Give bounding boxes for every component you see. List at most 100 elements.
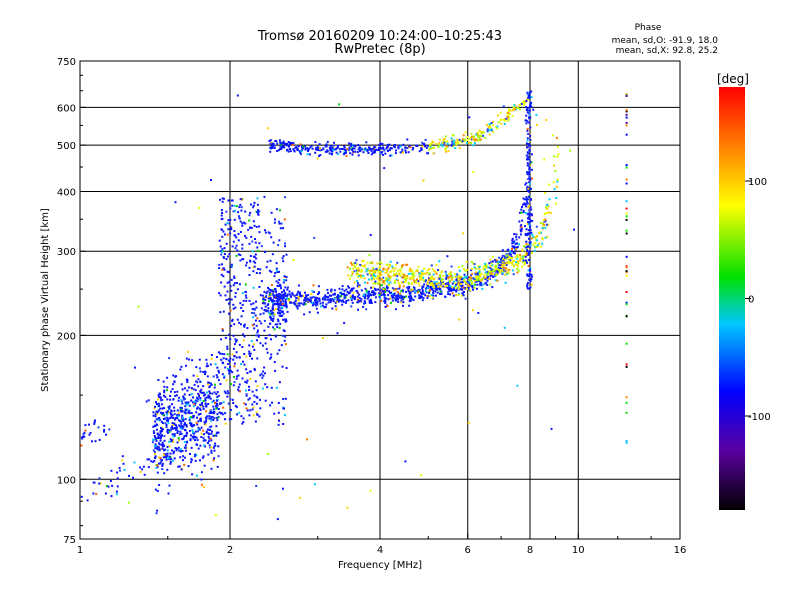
data-point xyxy=(462,286,465,289)
data-point xyxy=(383,268,386,271)
data-point xyxy=(154,447,157,450)
data-point xyxy=(209,392,211,395)
data-point xyxy=(526,91,529,94)
data-point xyxy=(160,403,163,406)
data-point xyxy=(274,140,277,142)
data-point xyxy=(365,308,368,311)
data-point xyxy=(337,297,340,300)
data-point xyxy=(365,141,368,144)
data-point xyxy=(305,296,308,298)
data-point xyxy=(625,266,628,269)
data-point xyxy=(156,489,159,492)
data-point xyxy=(181,402,184,405)
data-point xyxy=(176,432,179,434)
data-point xyxy=(251,357,253,360)
data-point xyxy=(196,430,199,433)
data-point xyxy=(165,413,168,416)
data-point xyxy=(274,297,277,299)
data-point xyxy=(189,422,191,425)
data-point xyxy=(219,383,222,385)
data-point xyxy=(171,459,174,462)
data-point xyxy=(156,464,159,467)
data-point xyxy=(237,253,240,256)
data-point xyxy=(470,276,473,279)
data-point xyxy=(202,429,205,432)
data-point xyxy=(352,150,355,153)
data-point xyxy=(516,271,519,274)
data-point xyxy=(276,150,279,152)
data-point xyxy=(343,294,346,297)
data-point xyxy=(147,399,150,402)
data-point xyxy=(276,323,279,326)
data-point xyxy=(510,255,513,258)
data-point xyxy=(160,460,163,463)
data-point xyxy=(516,264,519,267)
data-point xyxy=(407,151,410,154)
data-point xyxy=(346,266,349,269)
data-point xyxy=(279,148,281,151)
data-point xyxy=(180,383,183,386)
data-point xyxy=(363,294,366,297)
data-point xyxy=(188,412,191,415)
data-point xyxy=(428,268,431,271)
data-point xyxy=(283,279,286,281)
data-point xyxy=(399,274,402,277)
data-point xyxy=(302,145,305,148)
data-point xyxy=(530,237,533,240)
data-point xyxy=(507,116,510,119)
data-point xyxy=(162,453,165,456)
data-point xyxy=(286,143,289,145)
data-point xyxy=(211,411,214,414)
data-point xyxy=(428,292,430,294)
data-point xyxy=(179,456,182,459)
data-point xyxy=(234,209,237,212)
data-point xyxy=(278,239,281,242)
data-point xyxy=(229,285,232,288)
data-point xyxy=(445,135,447,138)
data-point xyxy=(207,453,210,456)
data-point xyxy=(383,294,386,297)
data-point xyxy=(507,118,510,121)
data-point xyxy=(173,391,176,394)
data-point xyxy=(186,408,189,411)
data-point xyxy=(451,140,454,143)
data-point xyxy=(211,401,214,404)
data-point xyxy=(511,259,514,262)
data-point xyxy=(467,286,470,289)
data-point xyxy=(157,402,160,405)
data-point xyxy=(186,350,189,353)
data-point xyxy=(435,281,438,283)
data-point xyxy=(506,115,509,117)
data-point xyxy=(192,437,195,440)
data-point xyxy=(458,269,461,272)
data-point xyxy=(528,215,531,218)
data-point xyxy=(194,435,197,438)
data-point xyxy=(274,323,277,326)
data-point xyxy=(232,303,235,306)
data-point xyxy=(508,108,511,111)
data-point xyxy=(210,425,213,428)
data-point xyxy=(497,121,500,124)
data-points xyxy=(80,90,628,521)
data-point xyxy=(268,300,270,303)
data-point xyxy=(439,288,442,291)
data-point xyxy=(245,381,248,384)
data-point xyxy=(398,272,401,275)
data-point xyxy=(519,257,522,260)
data-point xyxy=(333,289,336,292)
data-point xyxy=(183,441,186,443)
data-point xyxy=(408,295,410,298)
data-point xyxy=(282,260,285,263)
data-point xyxy=(528,168,531,171)
data-point xyxy=(356,301,359,304)
data-point xyxy=(429,146,432,149)
data-point xyxy=(486,273,489,276)
data-point xyxy=(324,295,327,298)
data-point xyxy=(227,199,230,202)
data-point xyxy=(469,136,472,139)
data-point xyxy=(279,209,281,212)
data-point xyxy=(269,309,272,312)
data-point xyxy=(329,301,332,304)
data-point xyxy=(457,278,460,281)
data-point xyxy=(220,281,223,284)
